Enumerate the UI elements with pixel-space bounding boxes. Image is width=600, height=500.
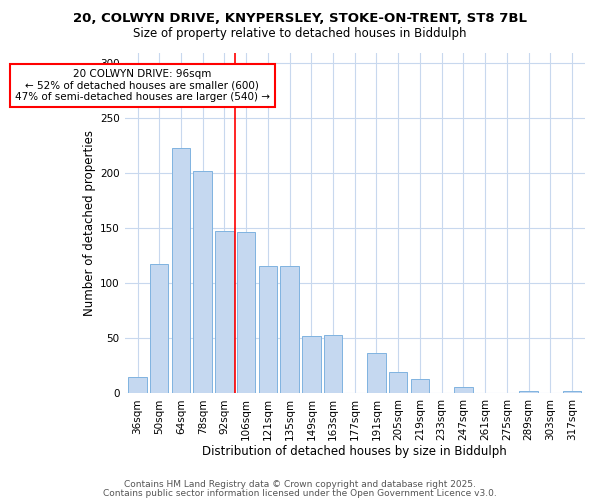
Bar	[389, 372, 407, 394]
Bar	[302, 336, 320, 394]
Text: Contains public sector information licensed under the Open Government Licence v3: Contains public sector information licen…	[103, 488, 497, 498]
Bar	[280, 266, 299, 394]
Text: Contains HM Land Registry data © Crown copyright and database right 2025.: Contains HM Land Registry data © Crown c…	[124, 480, 476, 489]
Bar	[563, 391, 581, 394]
Bar	[519, 391, 538, 394]
Bar	[237, 232, 256, 394]
Y-axis label: Number of detached properties: Number of detached properties	[83, 130, 96, 316]
Bar	[172, 148, 190, 394]
Bar	[367, 352, 386, 394]
Text: Size of property relative to detached houses in Biddulph: Size of property relative to detached ho…	[133, 28, 467, 40]
Text: 20, COLWYN DRIVE, KNYPERSLEY, STOKE-ON-TRENT, ST8 7BL: 20, COLWYN DRIVE, KNYPERSLEY, STOKE-ON-T…	[73, 12, 527, 26]
Bar	[324, 335, 342, 394]
Bar	[259, 266, 277, 394]
Bar	[454, 387, 473, 394]
Bar	[150, 264, 169, 394]
X-axis label: Distribution of detached houses by size in Biddulph: Distribution of detached houses by size …	[202, 444, 507, 458]
Text: 20 COLWYN DRIVE: 96sqm
← 52% of detached houses are smaller (600)
47% of semi-de: 20 COLWYN DRIVE: 96sqm ← 52% of detached…	[15, 69, 270, 102]
Bar	[410, 379, 429, 394]
Bar	[128, 377, 147, 394]
Bar	[193, 171, 212, 394]
Bar	[215, 230, 233, 394]
